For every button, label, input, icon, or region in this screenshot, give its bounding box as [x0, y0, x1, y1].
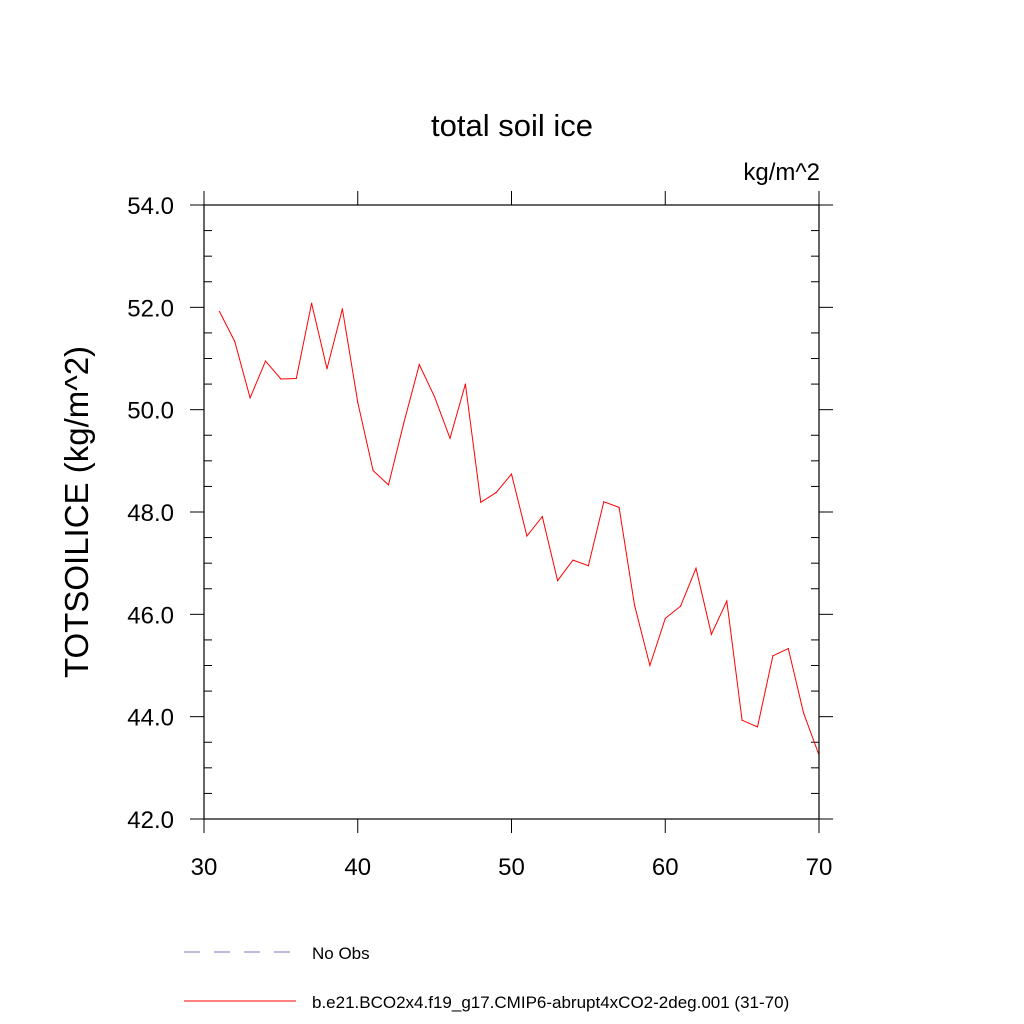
data-point: [618, 506, 620, 508]
data-point: [387, 484, 390, 486]
x-tick-label: 60: [652, 854, 679, 881]
data-point: [434, 396, 436, 398]
y-tick-label: 52.0: [127, 295, 174, 322]
data-point: [295, 377, 297, 380]
ticks: [190, 191, 833, 833]
data-point: [664, 617, 666, 620]
y-tick-label: 46.0: [127, 602, 174, 629]
y-tick-label: 50.0: [127, 398, 174, 425]
y-tick-label: 44.0: [127, 705, 174, 732]
data-point: [372, 469, 374, 472]
y-tick-label: 42.0: [127, 807, 174, 834]
data-point: [357, 401, 359, 404]
units-label: kg/m^2: [743, 159, 820, 186]
data-point: [649, 664, 651, 667]
y-tick-label: 54.0: [127, 193, 174, 220]
data-lines: [218, 302, 820, 756]
legend-label-no-obs: No Obs: [312, 944, 370, 963]
data-point: [464, 383, 466, 385]
data-point: [326, 368, 328, 370]
data-point: [772, 655, 774, 657]
legend: No Obs b.e21.BCO2x4.f19_g17.CMIP6-abrupt…: [184, 944, 789, 1012]
data-point: [234, 341, 236, 343]
data-point: [449, 437, 451, 439]
data-point: [787, 648, 789, 650]
tick-labels: 30 40 50 60 70 42.0 44.0 46.0 48.0 50.0 52.0 54.0: [127, 193, 832, 881]
data-point: [218, 310, 220, 313]
data-point: [756, 726, 759, 728]
data-point: [403, 421, 405, 424]
x-tick-label: 30: [191, 854, 218, 881]
data-point: [695, 567, 697, 569]
data-point: [480, 501, 482, 503]
data-point: [264, 360, 267, 362]
y-tick-label: 48.0: [127, 500, 174, 527]
series-line: [218, 303, 820, 756]
data-point: [633, 604, 636, 606]
data-point: [557, 579, 559, 582]
data-point: [510, 473, 513, 475]
x-tick-label: 70: [806, 854, 833, 881]
data-point: [572, 559, 574, 561]
data-point: [803, 712, 805, 714]
chart-title: total soil ice: [431, 108, 593, 143]
legend-label-model: b.e21.BCO2x4.f19_g17.CMIP6-abrupt4xCO2-2…: [312, 993, 789, 1012]
data-point: [603, 501, 605, 503]
data-point: [726, 600, 728, 602]
data-point: [680, 605, 682, 607]
data-point: [418, 364, 420, 366]
x-tick-label: 40: [344, 854, 371, 881]
data-point: [495, 491, 497, 494]
data-point: [526, 535, 528, 537]
data-point: [541, 516, 543, 518]
data-point: [710, 633, 712, 635]
data-point: [587, 565, 589, 567]
y-axis-label: TOTSOILICE (kg/m^2): [58, 346, 95, 678]
data-point: [249, 397, 251, 399]
data-point: [741, 719, 743, 721]
x-tick-label: 50: [498, 854, 525, 881]
data-point: [341, 308, 343, 310]
plot-frame: [203, 204, 820, 820]
data-point: [280, 378, 282, 380]
data-point: [311, 302, 313, 304]
